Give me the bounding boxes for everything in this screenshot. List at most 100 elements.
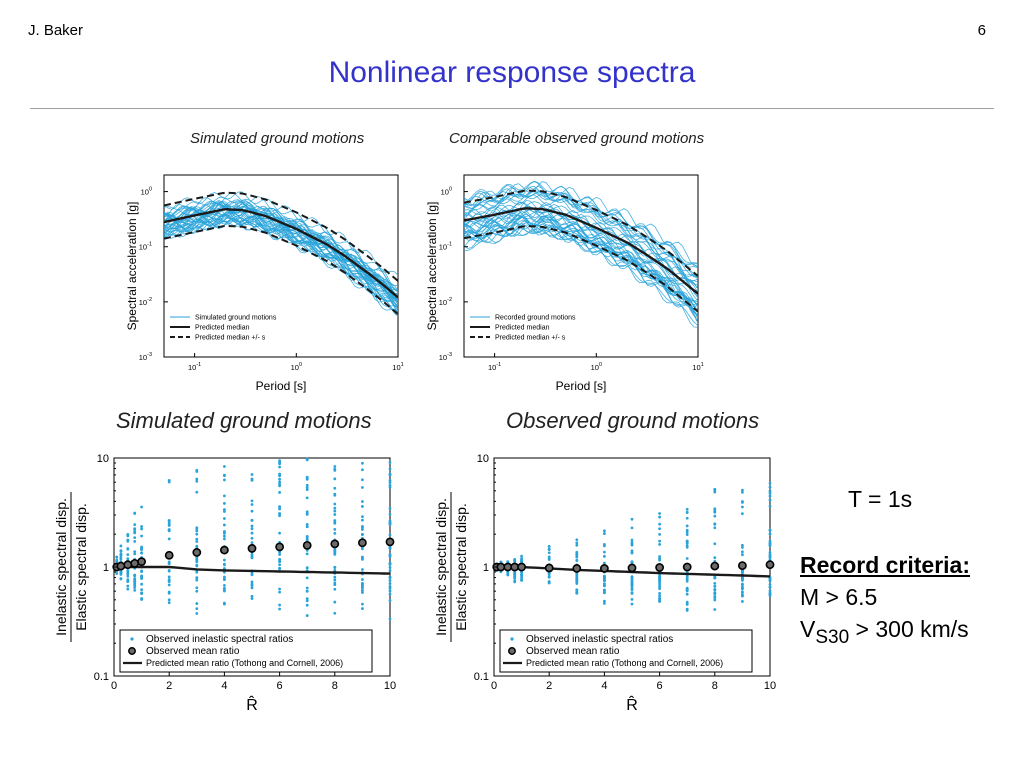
ratio-point <box>195 589 199 593</box>
mean-ratio-marker <box>655 563 664 572</box>
ratio-point <box>333 531 337 535</box>
ratio-point <box>768 594 772 597</box>
ratio-point <box>630 541 634 544</box>
ratio-point <box>713 598 717 602</box>
x-tick-label: 8 <box>712 680 718 692</box>
ratio-point <box>223 583 226 587</box>
ratio-point <box>658 575 661 579</box>
x-tick-label: 101 <box>392 362 403 372</box>
ratio-point <box>278 566 281 570</box>
y-tick-label: 10 <box>97 453 109 465</box>
ratio-point <box>278 484 281 488</box>
ratio-point <box>658 558 661 562</box>
ratio-point <box>388 566 392 569</box>
ratio-point <box>223 537 226 541</box>
ratio-point <box>361 556 364 560</box>
ratio-point <box>119 544 123 548</box>
sample-spectrum-line <box>464 187 698 280</box>
mean-ratio-marker <box>765 560 775 570</box>
ratio-point <box>361 518 364 522</box>
y-tick-label: 100 <box>141 187 152 197</box>
ratio-point <box>223 530 226 534</box>
ratio-point <box>658 512 661 515</box>
ratio-point <box>250 527 254 531</box>
ratio-point <box>768 489 772 493</box>
ratio-point <box>361 591 364 594</box>
ratio-point <box>713 596 717 600</box>
mean-ratio-marker <box>627 563 637 573</box>
x-tick-label: 8 <box>332 680 338 692</box>
ratio-point <box>388 533 392 537</box>
ratio-point <box>603 584 606 588</box>
ratio-point <box>388 473 392 477</box>
ratio-point <box>223 563 226 567</box>
ratio-point <box>388 467 392 471</box>
y-tick-label: 10-3 <box>439 352 452 362</box>
caption-top-right: Comparable observed ground motions <box>449 130 705 147</box>
ratio-point <box>388 481 392 484</box>
sample-spectrum-line <box>164 214 398 299</box>
ratio-point <box>658 600 661 603</box>
ratio-point <box>333 587 337 591</box>
ratio-point <box>167 478 171 482</box>
ratio-point <box>361 578 364 581</box>
ratio-point <box>133 586 137 589</box>
ratio-point <box>513 580 517 584</box>
ratio-point <box>278 557 281 561</box>
ratio-point <box>195 529 199 533</box>
ratio-point <box>278 507 281 511</box>
mean-ratio-marker <box>116 561 126 571</box>
ratio-point <box>741 593 744 597</box>
ratio-point <box>388 582 392 585</box>
caption-top-left: Simulated ground motions <box>190 130 365 147</box>
ratio-point <box>333 493 337 497</box>
legend-point-swatch <box>510 637 514 641</box>
ratio-point <box>768 532 772 536</box>
ratio-point <box>361 582 364 585</box>
y-tick-label: 0.1 <box>474 671 489 683</box>
ratio-point <box>305 552 309 556</box>
legend-sigma-label: Predicted median +/- s <box>495 335 566 342</box>
ratio-point <box>547 581 551 585</box>
ratio-point <box>333 513 337 516</box>
ratio-point <box>250 594 254 598</box>
ratio-point <box>133 536 137 540</box>
sample-spectrum-line <box>464 192 698 280</box>
spectra-observed-chart: 10-1 100 101 10-3 10-2 10-1 100 Period [s] Spect… <box>425 174 704 393</box>
ratio-point <box>223 523 226 527</box>
ratio-point <box>713 508 717 512</box>
legend-box <box>499 629 753 673</box>
legend-point-label: Observed inelastic spectral ratios <box>526 634 673 645</box>
ratio-point <box>250 597 254 600</box>
mean-ratio-marker <box>164 550 174 560</box>
sample-spectrum-line <box>464 194 698 278</box>
ratio-point <box>278 550 281 554</box>
sample-spectrum-line <box>164 196 398 297</box>
ratio-point <box>768 551 772 554</box>
period-label: T = 1s <box>848 486 913 512</box>
ratio-point <box>361 468 364 472</box>
ratio-point <box>333 506 337 510</box>
ratio-point <box>223 558 226 562</box>
vs30-criterion: VS30 > 300 km/s <box>800 616 969 648</box>
ratio-point <box>658 542 661 546</box>
ratio-point <box>768 504 772 508</box>
ratio-point <box>388 545 392 549</box>
ratio-point <box>305 566 309 570</box>
plot-area <box>464 180 698 328</box>
ratio-point <box>305 488 309 491</box>
ratio-point <box>250 573 254 577</box>
ratio-point <box>250 553 254 556</box>
sample-spectrum-line <box>464 185 698 282</box>
ratio-point <box>361 461 364 465</box>
ratio-point <box>223 508 226 511</box>
ratio-point <box>333 575 337 579</box>
ratio-point <box>520 557 523 561</box>
ratio-point <box>388 461 392 464</box>
x-tick-label: 100 <box>591 362 602 372</box>
ratio-point <box>658 555 661 558</box>
legend-mean-label: Observed mean ratio <box>526 646 620 657</box>
ratio-point <box>388 520 392 524</box>
ratio-point <box>388 592 392 596</box>
ratio-point <box>575 559 579 562</box>
